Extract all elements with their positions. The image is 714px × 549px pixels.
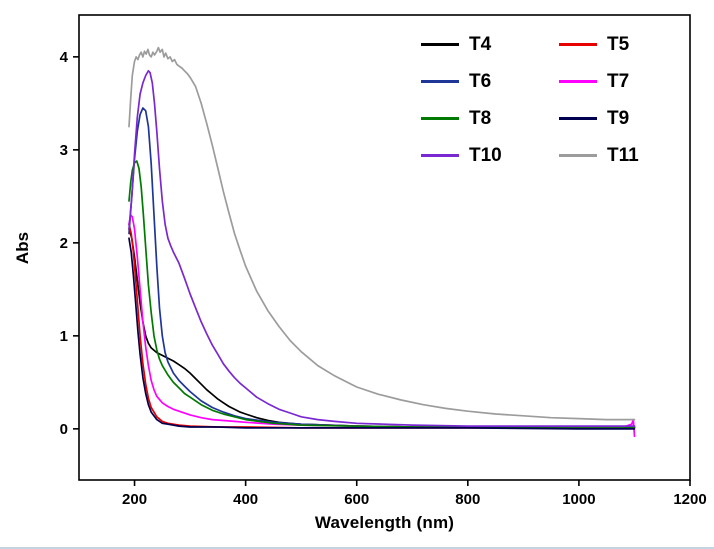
legend-label: T11 — [607, 144, 639, 166]
legend-entry-t5: T5 — [559, 33, 689, 55]
legend-label: T9 — [607, 107, 630, 129]
legend-label: T4 — [469, 33, 492, 55]
svg-text:4: 4 — [60, 49, 69, 66]
legend-label: T6 — [469, 70, 492, 92]
legend-line-icon — [559, 116, 597, 120]
legend-line-icon — [421, 116, 459, 120]
svg-text:0: 0 — [60, 421, 68, 438]
legend-entry-t7: T7 — [559, 70, 689, 92]
svg-text:800: 800 — [455, 491, 480, 508]
legend-label: T8 — [469, 107, 492, 129]
legend-entry-t11: T11 — [559, 144, 689, 166]
legend-line-icon — [559, 79, 597, 83]
legend-entry-t4: T4 — [421, 33, 551, 55]
legend-line-icon — [559, 153, 597, 157]
svg-text:200: 200 — [122, 491, 147, 508]
legend-line-icon — [559, 42, 597, 46]
svg-text:1200: 1200 — [673, 491, 706, 508]
svg-text:1000: 1000 — [562, 491, 595, 508]
legend-entry-t9: T9 — [559, 107, 689, 129]
svg-text:1: 1 — [60, 328, 68, 345]
svg-text:3: 3 — [60, 142, 68, 159]
legend-label: T5 — [607, 33, 630, 55]
chart-legend: T4 T5 T6 T7 T8 T9 T10 T11 — [421, 33, 689, 166]
svg-text:2: 2 — [60, 235, 68, 252]
legend-line-icon — [421, 42, 459, 46]
legend-entry-t8: T8 — [421, 107, 551, 129]
svg-text:600: 600 — [344, 491, 369, 508]
legend-entry-t6: T6 — [421, 70, 551, 92]
legend-entry-t10: T10 — [421, 144, 551, 166]
legend-line-icon — [421, 79, 459, 83]
x-axis-title: Wavelength (nm) — [314, 513, 455, 532]
svg-text:400: 400 — [233, 491, 258, 508]
legend-label: T10 — [469, 144, 502, 166]
legend-label: T7 — [607, 70, 630, 92]
legend-line-icon — [421, 153, 459, 157]
